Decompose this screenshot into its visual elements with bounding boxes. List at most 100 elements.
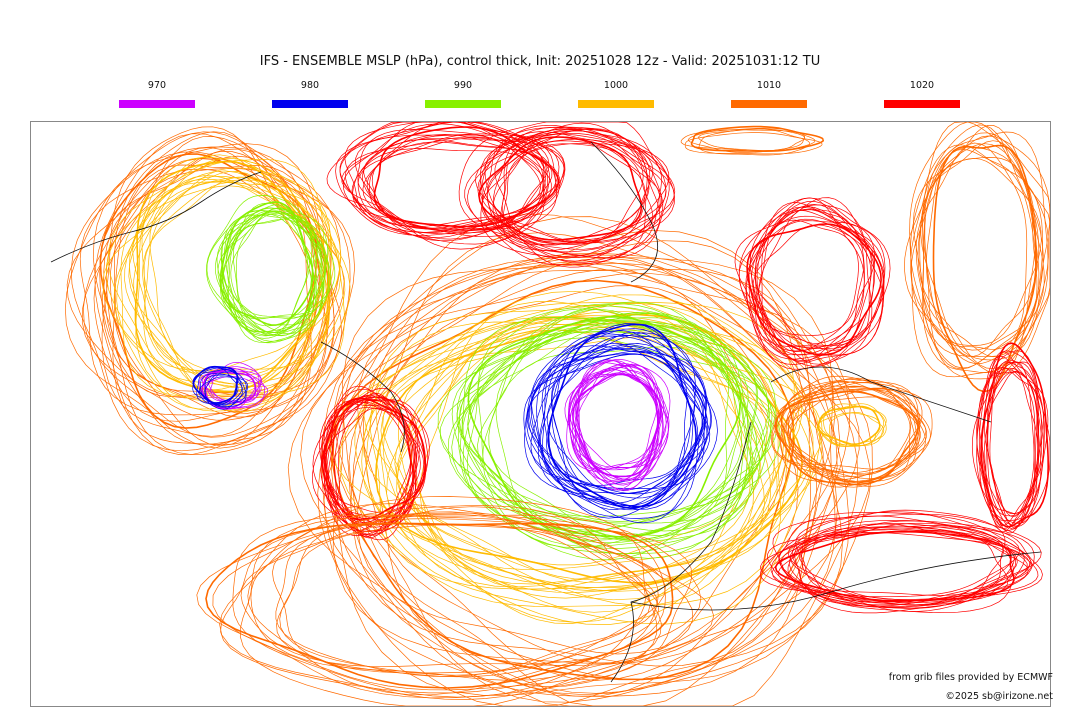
isobar-1000: [363, 305, 803, 588]
isobar-990: [451, 312, 770, 532]
isobar-990: [206, 195, 316, 333]
isobar-1020: [326, 388, 426, 523]
isobar-970: [568, 359, 671, 485]
isobar-1010: [909, 122, 1050, 378]
coastline: [630, 551, 1042, 611]
legend-swatch: [272, 100, 348, 108]
isobar-1020: [479, 128, 650, 242]
isobar-1010: [250, 506, 646, 681]
isobar-1020: [362, 122, 548, 229]
isobar-1000: [149, 176, 341, 376]
isobar-1000: [828, 412, 885, 446]
isobar-1000: [386, 310, 755, 613]
isobar-1020: [501, 138, 667, 243]
isobar-990: [227, 217, 324, 332]
isobar-1010: [247, 503, 666, 696]
legend-item-990: 990: [424, 80, 502, 108]
isobar-1000: [142, 176, 317, 388]
isobar-1000: [120, 170, 346, 397]
isobar-1000: [818, 406, 887, 447]
isobar-1000: [818, 403, 887, 447]
isobar-980: [204, 374, 244, 410]
isobar-1020: [989, 361, 1044, 518]
isobar-1010: [333, 264, 851, 703]
isobar-1010: [79, 168, 345, 416]
isobar-1010: [92, 131, 342, 455]
isobar-1010: [205, 522, 674, 689]
coastline: [320, 341, 405, 453]
isobar-1020: [494, 127, 670, 243]
isobar-1020: [366, 141, 550, 240]
isobar-1010: [684, 132, 823, 155]
isobar-1010: [352, 240, 818, 706]
isobar-980: [526, 345, 707, 519]
isobar-1020: [328, 396, 421, 513]
isobar-1020: [984, 371, 1049, 514]
isobar-980: [530, 343, 706, 510]
isobar-1010: [350, 232, 838, 687]
isobar-1020: [795, 511, 1020, 598]
isobar-1010: [317, 213, 850, 706]
isobar-1010: [910, 122, 1040, 369]
isobar-1020: [788, 523, 1016, 614]
isobar-1020: [976, 367, 1045, 529]
isobar-1000: [361, 335, 813, 601]
isobar-1000: [143, 171, 323, 388]
isobar-990: [439, 330, 753, 517]
isobar-1010: [196, 518, 693, 699]
legend-label: 1010: [756, 80, 782, 91]
isobar-1020: [748, 204, 885, 347]
isobar-spaghetti: [50, 122, 1050, 706]
isobar-1020: [767, 530, 1032, 603]
isobar-1020: [749, 197, 891, 352]
isobar-1020: [799, 528, 1012, 603]
isobar-1010: [698, 128, 805, 151]
isobar-1010: [772, 379, 921, 473]
isobar-990: [222, 202, 324, 339]
isobar-1010: [114, 164, 329, 447]
isobar-980: [551, 342, 692, 487]
isobar-990: [456, 318, 759, 524]
isobar-980: [536, 332, 711, 524]
isobar-1020: [788, 509, 1006, 600]
isobar-1020: [482, 131, 648, 246]
isobar-990: [221, 212, 326, 318]
isobar-1010: [356, 262, 841, 666]
isobar-1020: [978, 355, 1040, 526]
isobar-1020: [352, 129, 541, 238]
isobar-1020: [760, 519, 1043, 602]
pressure-map: [30, 121, 1051, 707]
isobar-1020: [979, 350, 1050, 527]
isobar-1020: [341, 137, 565, 232]
source-credit: from grib files provided by ECMWF: [888, 672, 1053, 683]
isobar-1000: [105, 175, 342, 412]
isobar-1010: [922, 132, 1050, 380]
isobar-1020: [789, 523, 1004, 607]
coastline: [50, 171, 262, 263]
legend-swatch: [425, 100, 501, 108]
isobar-1000: [141, 179, 341, 389]
isobar-970: [569, 364, 664, 486]
isobar-1020: [477, 128, 670, 259]
isobar-1000: [133, 158, 328, 413]
isobar-1010: [103, 148, 321, 414]
isobar-990: [447, 320, 754, 547]
isobar-1010: [66, 157, 335, 399]
isobar-1010: [109, 151, 328, 399]
isobar-1010: [275, 523, 658, 677]
legend-label: 990: [453, 80, 473, 91]
isobar-970: [204, 366, 262, 402]
isobar-1010: [332, 254, 871, 664]
isobar-1000: [338, 290, 781, 607]
isobar-1000: [375, 303, 814, 625]
isobar-1020: [467, 124, 664, 251]
isobar-1010: [680, 127, 816, 152]
isobar-980: [551, 346, 704, 511]
legend-item-1020: 1020: [883, 80, 961, 108]
isobar-1000: [354, 294, 821, 625]
isobar-1000: [366, 321, 791, 623]
legend-label: 980: [300, 80, 320, 91]
isobar-1020: [351, 148, 545, 242]
isobar-1010: [276, 523, 660, 678]
legend-item-980: 980: [271, 80, 349, 108]
